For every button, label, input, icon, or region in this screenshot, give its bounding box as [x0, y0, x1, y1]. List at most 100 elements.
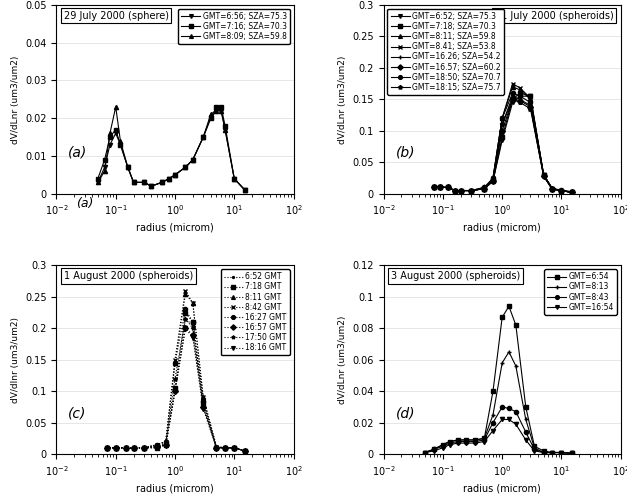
GMT=7:16; SZA=70.3	[218, 104, 225, 110]
GMT=6:52; SZA=75.3	[568, 190, 576, 196]
7:18 GMT	[162, 442, 169, 448]
GMT=16:54	[430, 448, 438, 454]
GMT=7:16; SZA=70.3	[130, 179, 137, 185]
6:52 GMT	[231, 445, 238, 451]
GMT=8:09; SZA=59.8	[112, 104, 120, 110]
GMT=16.57; SZA=60.2	[489, 178, 497, 184]
GMT=6:52; SZA=75.3	[444, 185, 451, 191]
GMT=8:09; SZA=59.8	[166, 176, 173, 182]
GMT=16.26; SZA=54.2	[527, 103, 534, 109]
GMT=8.41; SZA=53.8	[509, 81, 517, 87]
GMT=8:43	[463, 439, 470, 445]
Line: 17:50 GMT: 17:50 GMT	[105, 317, 247, 453]
GMT=8.41; SZA=53.8	[489, 175, 497, 181]
GMT=8:11; SZA=59.8	[549, 186, 556, 192]
GMT=8:43	[512, 409, 520, 415]
Text: (c): (c)	[68, 406, 87, 420]
GMT=8:43	[530, 447, 538, 453]
8:42 GMT	[221, 445, 229, 451]
8:42 GMT	[171, 357, 179, 363]
GMT=8:11; SZA=59.8	[480, 186, 488, 192]
GMT=16.57; SZA=60.2	[557, 188, 565, 194]
GMT=16.26; SZA=54.2	[498, 121, 506, 127]
8:42 GMT	[189, 300, 197, 306]
GMT=8.41; SZA=53.8	[527, 95, 534, 101]
GMT=8:13	[530, 445, 538, 451]
GMT=18:50; SZA=70.7	[467, 188, 475, 194]
18:16 GMT	[122, 445, 130, 451]
16:27 GMT	[171, 360, 179, 366]
GMT=8:11; SZA=59.8	[457, 188, 465, 194]
Line: 18:16 GMT: 18:16 GMT	[105, 326, 247, 453]
GMT=6:56; SZA=75.3	[218, 108, 225, 114]
GMT=6:56; SZA=75.3	[189, 157, 197, 163]
GMT=7:18; SZA=70.3	[557, 188, 565, 194]
GMT=8:13	[498, 360, 506, 366]
GMT=6:52; SZA=75.3	[436, 185, 444, 191]
GMT=18:50; SZA=70.7	[457, 188, 465, 194]
GMT=18:50; SZA=70.7	[489, 175, 497, 181]
GMT=18:15; SZA=75.7	[498, 121, 506, 127]
GMT=8:43	[430, 447, 438, 453]
17:50 GMT	[241, 448, 248, 454]
GMT=16.26; SZA=54.2	[480, 186, 488, 192]
Text: 1 August 2000 (spheroids): 1 August 2000 (spheroids)	[63, 271, 192, 281]
7:18 GMT	[241, 448, 248, 454]
17:50 GMT	[154, 444, 161, 450]
17:50 GMT	[231, 445, 238, 451]
17:50 GMT	[112, 445, 120, 451]
18:16 GMT	[221, 445, 229, 451]
GMT=8.41; SZA=53.8	[436, 185, 444, 191]
GMT=8:13	[549, 450, 556, 456]
7:18 GMT	[122, 445, 130, 451]
GMT=6:54	[463, 437, 470, 443]
GMT=6:56; SZA=75.3	[207, 115, 214, 121]
GMT=18:50; SZA=70.7	[451, 188, 459, 194]
GMT=16.57; SZA=60.2	[527, 104, 534, 110]
16:57 GMT	[140, 445, 148, 451]
GMT=18:15; SZA=75.7	[436, 185, 444, 191]
8:42 GMT	[103, 445, 110, 451]
GMT=8:13	[430, 447, 438, 453]
GMT=6:52; SZA=75.3	[489, 178, 497, 184]
6:52 GMT	[154, 445, 161, 451]
Line: GMT=6:52; SZA=75.3: GMT=6:52; SZA=75.3	[431, 94, 574, 195]
GMT=18:15; SZA=75.7	[489, 177, 497, 183]
Line: GMT=7:18; SZA=70.3: GMT=7:18; SZA=70.3	[431, 91, 574, 195]
Line: GMT=16.57; SZA=60.2: GMT=16.57; SZA=60.2	[431, 97, 574, 195]
GMT=6:52; SZA=75.3	[516, 93, 524, 99]
GMT=8:13	[463, 437, 470, 443]
8:11 GMT	[140, 445, 148, 451]
6:52 GMT	[103, 445, 110, 451]
GMT=16:54	[557, 450, 565, 456]
6:52 GMT	[171, 388, 179, 394]
GMT=16:54	[472, 440, 479, 446]
GMT=8:09; SZA=59.8	[117, 138, 124, 144]
GMT=6:54	[455, 437, 462, 443]
16:57 GMT	[103, 445, 110, 451]
GMT=6:54	[568, 450, 576, 456]
GMT=8:13	[568, 450, 576, 456]
GMT=7:18; SZA=70.3	[451, 188, 459, 194]
18:16 GMT	[154, 444, 161, 450]
GMT=7:18; SZA=70.3	[568, 190, 576, 196]
GMT=16.57; SZA=60.2	[467, 188, 475, 194]
GMT=8:11; SZA=59.8	[509, 84, 517, 90]
18:16 GMT	[231, 445, 238, 451]
GMT=8.41; SZA=53.8	[549, 186, 556, 192]
GMT=16.26; SZA=54.2	[568, 190, 576, 196]
GMT=8:09; SZA=59.8	[189, 157, 197, 163]
GMT=8:09; SZA=59.8	[124, 164, 132, 170]
Y-axis label: dV/dLnr (um3/um2): dV/dLnr (um3/um2)	[11, 55, 19, 144]
17:50 GMT	[130, 445, 137, 451]
16:27 GMT	[130, 445, 137, 451]
GMT=8:09; SZA=59.8	[218, 108, 225, 114]
GMT=6:54	[512, 322, 520, 328]
8:11 GMT	[103, 445, 110, 451]
GMT=6:54	[505, 303, 513, 309]
7:18 GMT	[140, 445, 148, 451]
GMT=8:13	[489, 412, 497, 418]
7:18 GMT	[103, 445, 110, 451]
18:16 GMT	[213, 445, 220, 451]
GMT=7:16; SZA=70.3	[158, 179, 166, 185]
